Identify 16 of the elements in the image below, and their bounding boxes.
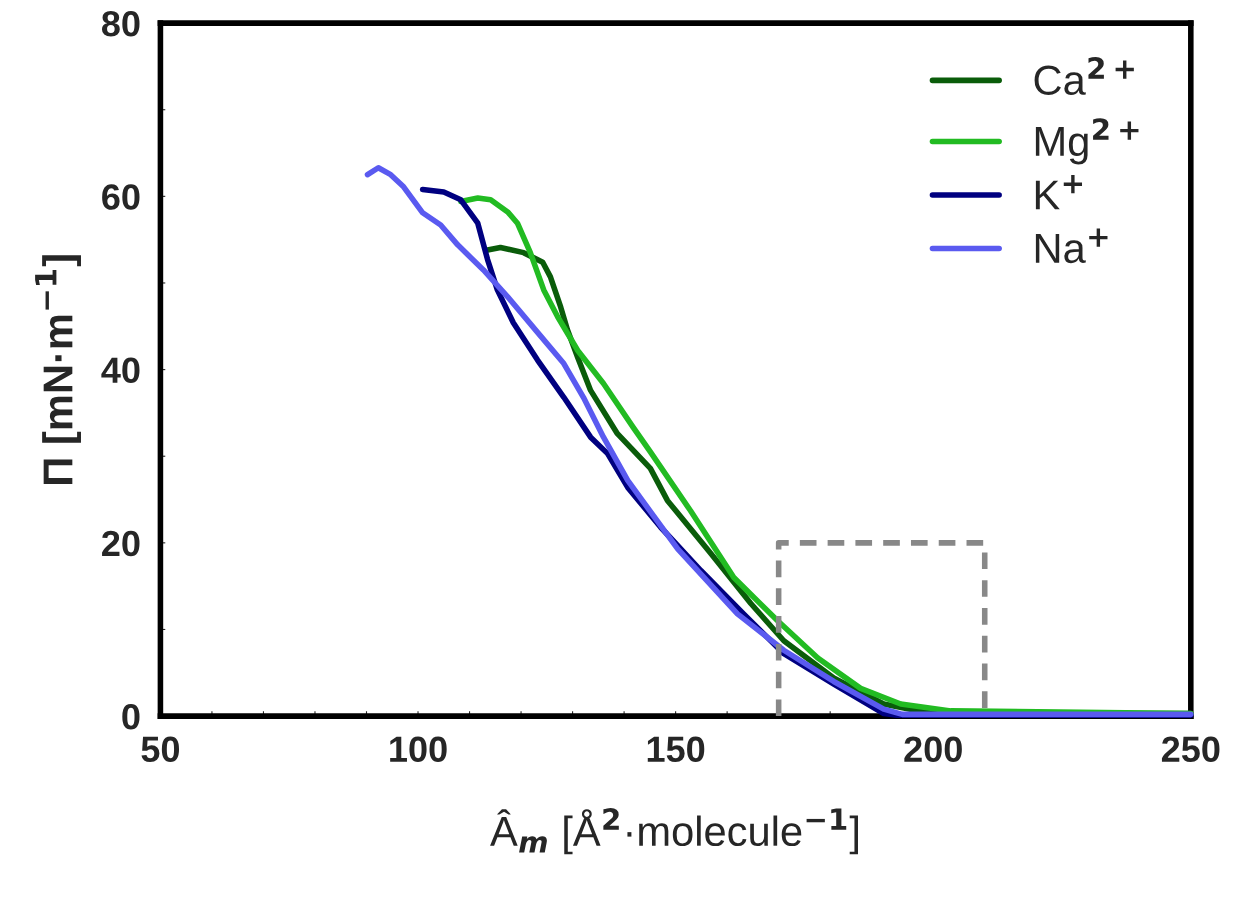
x-tick-label: 150: [647, 736, 705, 763]
x-tick-label: 50: [141, 736, 180, 763]
x-axis-title: Â$_{m}$ [Å$^{2}$·molecule$^{−1}$]: [490, 808, 858, 855]
y-tick-label: 80: [101, 10, 140, 37]
x-tick-label: 100: [390, 736, 447, 763]
y-tick-label: 40: [101, 357, 140, 384]
y-tick-label: 20: [102, 530, 140, 557]
legend-label: Na$^{+}$: [1035, 228, 1108, 264]
x-tick-label: 250: [1161, 736, 1220, 763]
y-axis-title: Π [mN·m$^{−1}$]: [35, 255, 81, 484]
legend-label: Mg$^{2+}$: [1035, 118, 1139, 165]
legend-label: K$^{+}$: [1035, 175, 1083, 210]
y-tick-label: 60: [102, 184, 140, 210]
legend-label: Ca$^{2+}$: [1034, 57, 1134, 96]
x-tick-label: 200: [904, 736, 962, 763]
y-tick-label: 0: [122, 703, 140, 730]
